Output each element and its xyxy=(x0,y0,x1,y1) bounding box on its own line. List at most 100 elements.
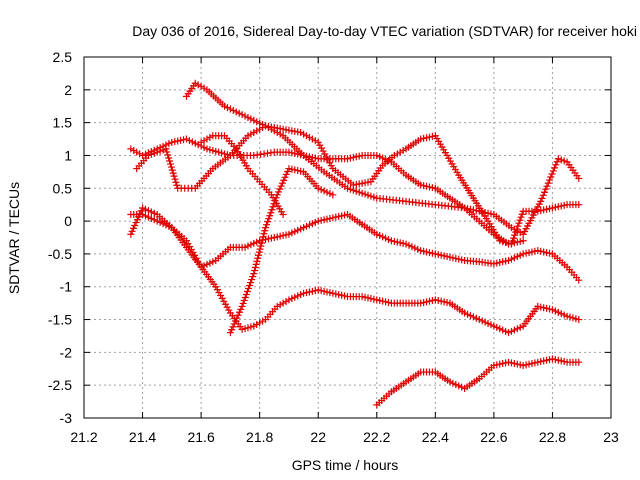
data-point xyxy=(540,188,548,196)
data-point xyxy=(171,175,179,183)
data-point xyxy=(552,161,560,169)
data-point xyxy=(549,167,557,175)
y-tick-label: 2 xyxy=(64,82,72,98)
y-axis-title: SDTVAR / TECUs xyxy=(6,182,22,294)
data-point xyxy=(519,237,527,245)
data-point xyxy=(257,242,265,250)
x-tick-label: 21.2 xyxy=(70,429,97,445)
data-point xyxy=(258,236,266,244)
series-track-e xyxy=(127,204,583,337)
y-tick-label: 0.5 xyxy=(53,180,73,196)
data-point xyxy=(514,222,522,230)
x-tick-label: 22.4 xyxy=(422,429,449,445)
y-tick-label: 2.5 xyxy=(53,49,73,65)
data-point xyxy=(243,288,251,296)
y-tick-label: -1.5 xyxy=(48,312,72,328)
series-track-a xyxy=(182,79,583,238)
series-track-h xyxy=(226,165,337,337)
data-point xyxy=(542,185,550,193)
data-point xyxy=(509,237,517,245)
data-point xyxy=(242,290,250,298)
data-point xyxy=(164,151,172,159)
series-track-c xyxy=(133,122,583,248)
data-point xyxy=(265,215,273,223)
x-tick-label: 23 xyxy=(603,429,619,445)
data-point xyxy=(168,166,176,174)
data-point xyxy=(251,267,259,275)
series-track-f xyxy=(373,355,583,409)
data-point xyxy=(546,176,554,184)
data-point xyxy=(518,210,526,218)
chart-title: Day 036 of 2016, Sidereal Day-to-day VTE… xyxy=(132,23,637,39)
data-point xyxy=(547,173,555,181)
data-point xyxy=(267,209,275,217)
data-point xyxy=(248,276,256,284)
x-tick-label: 22.2 xyxy=(363,429,390,445)
data-point xyxy=(510,234,518,242)
data-point xyxy=(539,191,547,199)
data-point xyxy=(511,231,519,239)
y-tick-label: -0.5 xyxy=(48,246,72,262)
data-point xyxy=(166,157,174,165)
data-point xyxy=(241,293,249,301)
data-point xyxy=(239,299,247,307)
data-point xyxy=(279,211,287,219)
y-tick-label: 1 xyxy=(64,147,72,163)
data-point xyxy=(250,270,258,278)
series-track-d xyxy=(127,211,583,284)
data-point xyxy=(238,302,246,310)
data-point xyxy=(517,213,525,221)
plot-frame xyxy=(83,56,612,419)
data-point xyxy=(548,170,556,178)
data-point xyxy=(515,219,523,227)
x-axis-title: GPS time / hours xyxy=(292,457,399,473)
data-point xyxy=(512,228,520,236)
y-tick-label: -1 xyxy=(60,279,73,295)
data-point xyxy=(253,257,261,265)
x-tick-label: 22 xyxy=(310,429,326,445)
data-point xyxy=(537,197,545,205)
data-point xyxy=(249,273,257,281)
data-point xyxy=(268,206,276,214)
data-point xyxy=(575,201,583,209)
data-point xyxy=(262,224,270,232)
data-point xyxy=(258,239,266,247)
data-point xyxy=(516,216,524,224)
data-point xyxy=(251,263,259,271)
data-point xyxy=(263,221,271,229)
data-point xyxy=(261,227,269,235)
data-point xyxy=(170,172,178,180)
data-point xyxy=(544,179,552,187)
data-point xyxy=(162,145,170,153)
y-tick-label: -2 xyxy=(60,344,73,360)
data-point xyxy=(575,174,583,182)
data-point xyxy=(269,203,277,211)
data-point xyxy=(264,218,272,226)
data-point xyxy=(246,282,254,290)
data-point xyxy=(247,279,255,287)
data-point xyxy=(575,276,583,284)
data-point xyxy=(507,240,515,248)
x-tick-label: 21.4 xyxy=(129,429,156,445)
data-point xyxy=(575,358,583,366)
data-point xyxy=(240,296,248,304)
data-point xyxy=(163,148,171,156)
data-point xyxy=(256,245,264,253)
data-point xyxy=(543,182,551,190)
data-point xyxy=(272,194,280,202)
data-point xyxy=(254,251,262,259)
data-point xyxy=(244,285,252,293)
points-layer xyxy=(127,79,583,409)
data-point xyxy=(270,200,278,208)
data-point xyxy=(165,154,173,162)
tick-layer: 21.2 21.4 21.6 21.8 22 22.2 22.4 22.6 22.8 23 2.5 2… xyxy=(48,49,619,445)
data-point xyxy=(166,160,174,168)
y-tick-label: -2.5 xyxy=(48,377,72,393)
data-point xyxy=(329,191,337,199)
y-tick-label: 1.5 xyxy=(53,115,73,131)
data-point xyxy=(254,254,262,262)
data-point xyxy=(252,260,260,268)
data-point xyxy=(259,233,267,241)
x-tick-label: 22.8 xyxy=(539,429,566,445)
